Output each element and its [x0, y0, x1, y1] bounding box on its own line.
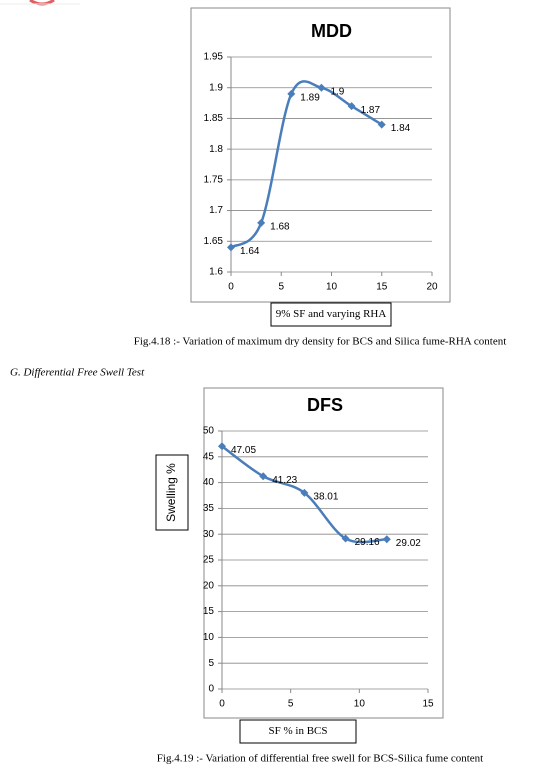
- data-label: 41.23: [272, 475, 297, 486]
- data-label: 1.89: [300, 92, 320, 103]
- y-tick-label: 25: [203, 555, 215, 566]
- data-label: 29.16: [355, 537, 380, 548]
- x-tick-label: 20: [426, 282, 438, 293]
- data-point: [341, 534, 350, 543]
- chart-frame: [203, 387, 444, 719]
- logo-fragment: [29, 0, 55, 6]
- data-point: [300, 488, 309, 497]
- data-point: [287, 89, 296, 98]
- y-tick-label: 20: [203, 580, 215, 591]
- y-tick-label: 40: [203, 477, 215, 488]
- data-label: 1.87: [361, 105, 381, 116]
- x-tick-label: 0: [219, 699, 225, 710]
- x-axis-label: 9% SF and varying RHA: [276, 308, 387, 320]
- data-label: 38.01: [313, 492, 338, 503]
- x-tick-label: 15: [376, 282, 388, 293]
- section-heading: G. Differential Free Swell Test: [10, 367, 145, 379]
- y-tick-label: 35: [203, 503, 215, 514]
- data-point: [257, 218, 266, 227]
- data-label: 1.68: [270, 221, 290, 232]
- y-tick-label: 0: [208, 684, 214, 695]
- data-point: [377, 120, 386, 129]
- x-tick-label: 5: [288, 699, 294, 710]
- x-label-box: [239, 719, 357, 744]
- x-label-box: [270, 302, 392, 327]
- data-label: 29.02: [396, 538, 421, 549]
- data-label: 1.64: [240, 246, 260, 257]
- y-axis-label: Swelling %: [164, 463, 178, 522]
- y-tick-label: 5: [208, 658, 214, 669]
- y-label-box: [155, 454, 189, 531]
- chart-title: DFS: [307, 395, 343, 415]
- chart-frame: [190, 7, 451, 303]
- y-tick-label: 1.7: [209, 205, 223, 216]
- y-tick-label: 1.6: [209, 267, 223, 278]
- y-tick-label: 1.95: [204, 52, 224, 63]
- chart-title: MDD: [311, 21, 352, 41]
- caption: Fig.4.18 :- Variation of maximum dry den…: [134, 336, 507, 348]
- x-axis-label: SF % in BCS: [269, 725, 328, 737]
- data-point: [347, 102, 356, 111]
- y-tick-label: 1.75: [204, 174, 224, 185]
- data-point: [317, 83, 326, 92]
- x-tick-label: 5: [278, 282, 284, 293]
- data-point: [382, 535, 391, 544]
- y-tick-label: 1.65: [204, 236, 224, 247]
- data-label: 1.84: [391, 123, 411, 134]
- y-tick-label: 50: [203, 426, 215, 437]
- y-tick-label: 15: [203, 606, 215, 617]
- x-tick-label: 15: [422, 699, 434, 710]
- x-tick-label: 10: [326, 282, 338, 293]
- y-tick-label: 1.8: [209, 144, 223, 155]
- data-label: 1.9: [330, 86, 344, 97]
- x-tick-label: 0: [228, 282, 234, 293]
- y-tick-label: 1.85: [204, 113, 224, 124]
- caption: Fig.4.19 :- Variation of differential fr…: [157, 753, 483, 765]
- y-tick-label: 45: [203, 451, 215, 462]
- data-line: [230, 80, 383, 249]
- data-label: 47.05: [231, 445, 256, 456]
- x-tick-label: 10: [354, 699, 366, 710]
- data-point: [218, 442, 226, 451]
- y-tick-label: 10: [203, 632, 215, 643]
- y-tick-label: 1.9: [209, 82, 223, 93]
- y-tick-label: 30: [203, 529, 215, 540]
- data-point: [227, 243, 235, 252]
- data-point: [259, 472, 268, 481]
